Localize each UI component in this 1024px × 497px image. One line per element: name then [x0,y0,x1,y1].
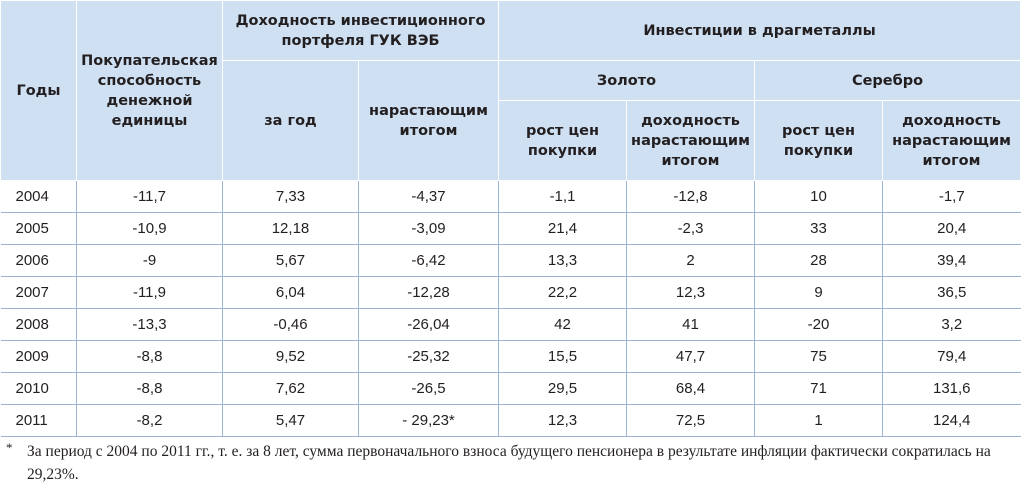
footnote-mark: * [6,440,13,455]
cell-silver-cumulative: 131,6 [882,372,1021,405]
cell-portfolio-cumulative: -25,32 [358,340,499,373]
cell-silver-price-growth: 71 [754,372,883,405]
cell-year: 2006 [0,244,77,277]
cell-purchasing-power: -11,7 [76,180,223,213]
header-silver: Серебро [753,60,1022,101]
cell-year: 2010 [0,372,77,405]
cell-gold-price-growth: 13,3 [498,244,627,277]
header-silver-price-growth: рост цен покупки [754,100,883,181]
table-row: 2011 -8,2 5,47 - 29,23* 12,3 72,5 1 124,… [0,404,1021,437]
cell-year: 2011 [0,404,77,437]
cell-gold-cumulative: 68,4 [626,372,755,405]
header-portfolio-group: Доходность инвестиционного портфеля ГУК … [222,0,499,61]
header-gold-price-growth: рост цен покупки [498,100,627,181]
cell-purchasing-power: -8,2 [76,404,223,437]
cell-silver-cumulative: -1,7 [882,180,1021,213]
cell-silver-price-growth: 1 [754,404,883,437]
cell-portfolio-year: 5,67 [222,244,359,277]
cell-portfolio-year: -0,46 [222,308,359,341]
cell-silver-price-growth: 33 [754,212,883,245]
cell-gold-price-growth: 12,3 [498,404,627,437]
table-row: 2007 -11,9 6,04 -12,28 22,2 12,3 9 36,5 [0,276,1021,309]
cell-silver-cumulative: 39,4 [882,244,1021,277]
cell-silver-cumulative: 20,4 [882,212,1021,245]
cell-portfolio-year: 9,52 [222,340,359,373]
cell-silver-price-growth: -20 [754,308,883,341]
cell-gold-cumulative: 72,5 [626,404,755,437]
table-body: 2004 -11,7 7,33 -4,37 -1,1 -12,8 10 -1,7… [0,180,1021,437]
header-years: Годы [0,0,77,181]
table-row: 2010 -8,8 7,62 -26,5 29,5 68,4 71 131,6 [0,372,1021,405]
cell-gold-price-growth: 42 [498,308,627,341]
cell-gold-cumulative: -12,8 [626,180,755,213]
header-silver-cumulative: доходность нарастающим итогом [881,100,1022,181]
cell-year: 2007 [0,276,77,309]
cell-portfolio-cumulative: -3,09 [358,212,499,245]
table-row: 2008 -13,3 -0,46 -26,04 42 41 -20 3,2 [0,308,1021,341]
cell-year: 2004 [0,180,77,213]
cell-purchasing-power: -10,9 [76,212,223,245]
cell-portfolio-cumulative: -4,37 [358,180,499,213]
table-row: 2006 -9 5,67 -6,42 13,3 2 28 39,4 [0,244,1021,277]
header-metals-group: Инвестиции в драгметаллы [497,0,1022,61]
footnote-text: За период с 2004 по 2011 гг., т. е. за 8… [27,443,991,483]
cell-gold-price-growth: 22,2 [498,276,627,309]
cell-silver-price-growth: 10 [754,180,883,213]
table-row: 2004 -11,7 7,33 -4,37 -1,1 -12,8 10 -1,7 [0,180,1021,213]
cell-purchasing-power: -8,8 [76,372,223,405]
header-gold: Золото [498,60,755,101]
cell-gold-price-growth: 15,5 [498,340,627,373]
table-row: 2005 -10,9 12,18 -3,09 21,4 -2,3 33 20,4 [0,212,1021,245]
cell-silver-price-growth: 9 [754,276,883,309]
cell-silver-price-growth: 75 [754,340,883,373]
header-portfolio-year: за год [222,60,359,181]
cell-portfolio-year: 5,47 [222,404,359,437]
header-portfolio-cumulative: нарастающим итогом [358,60,499,181]
cell-silver-cumulative: 124,4 [882,404,1021,437]
cell-gold-cumulative: 41 [626,308,755,341]
cell-portfolio-year: 12,18 [222,212,359,245]
cell-portfolio-year: 7,33 [222,180,359,213]
cell-gold-price-growth: 29,5 [498,372,627,405]
cell-year: 2008 [0,308,77,341]
cell-year: 2009 [0,340,77,373]
cell-portfolio-cumulative: -26,04 [358,308,499,341]
cell-gold-cumulative: -2,3 [626,212,755,245]
cell-year: 2005 [0,212,77,245]
cell-purchasing-power: -9 [76,244,223,277]
cell-portfolio-year: 7,62 [222,372,359,405]
cell-portfolio-year: 6,04 [222,276,359,309]
table-row: 2009 -8,8 9,52 -25,32 15,5 47,7 75 79,4 [0,340,1021,373]
cell-portfolio-cumulative: - 29,23* [358,404,499,437]
cell-portfolio-cumulative: -6,42 [358,244,499,277]
footnote: * За период с 2004 по 2011 гг., т. е. за… [6,440,1016,486]
cell-silver-cumulative: 36,5 [882,276,1021,309]
cell-silver-cumulative: 3,2 [882,308,1021,341]
header-purchasing-power: Покупательская способность денежной един… [76,0,223,181]
cell-gold-price-growth: 21,4 [498,212,627,245]
cell-portfolio-cumulative: -26,5 [358,372,499,405]
cell-silver-cumulative: 79,4 [882,340,1021,373]
cell-gold-price-growth: -1,1 [498,180,627,213]
header-gold-cumulative: доходность нарастающим итогом [626,100,755,181]
cell-purchasing-power: -8,8 [76,340,223,373]
cell-portfolio-cumulative: -12,28 [358,276,499,309]
cell-purchasing-power: -11,9 [76,276,223,309]
cell-gold-cumulative: 2 [626,244,755,277]
cell-gold-cumulative: 47,7 [626,340,755,373]
cell-gold-cumulative: 12,3 [626,276,755,309]
investment-returns-table: Годы Покупательская способность денежной… [0,0,1022,437]
cell-silver-price-growth: 28 [754,244,883,277]
cell-purchasing-power: -13,3 [76,308,223,341]
